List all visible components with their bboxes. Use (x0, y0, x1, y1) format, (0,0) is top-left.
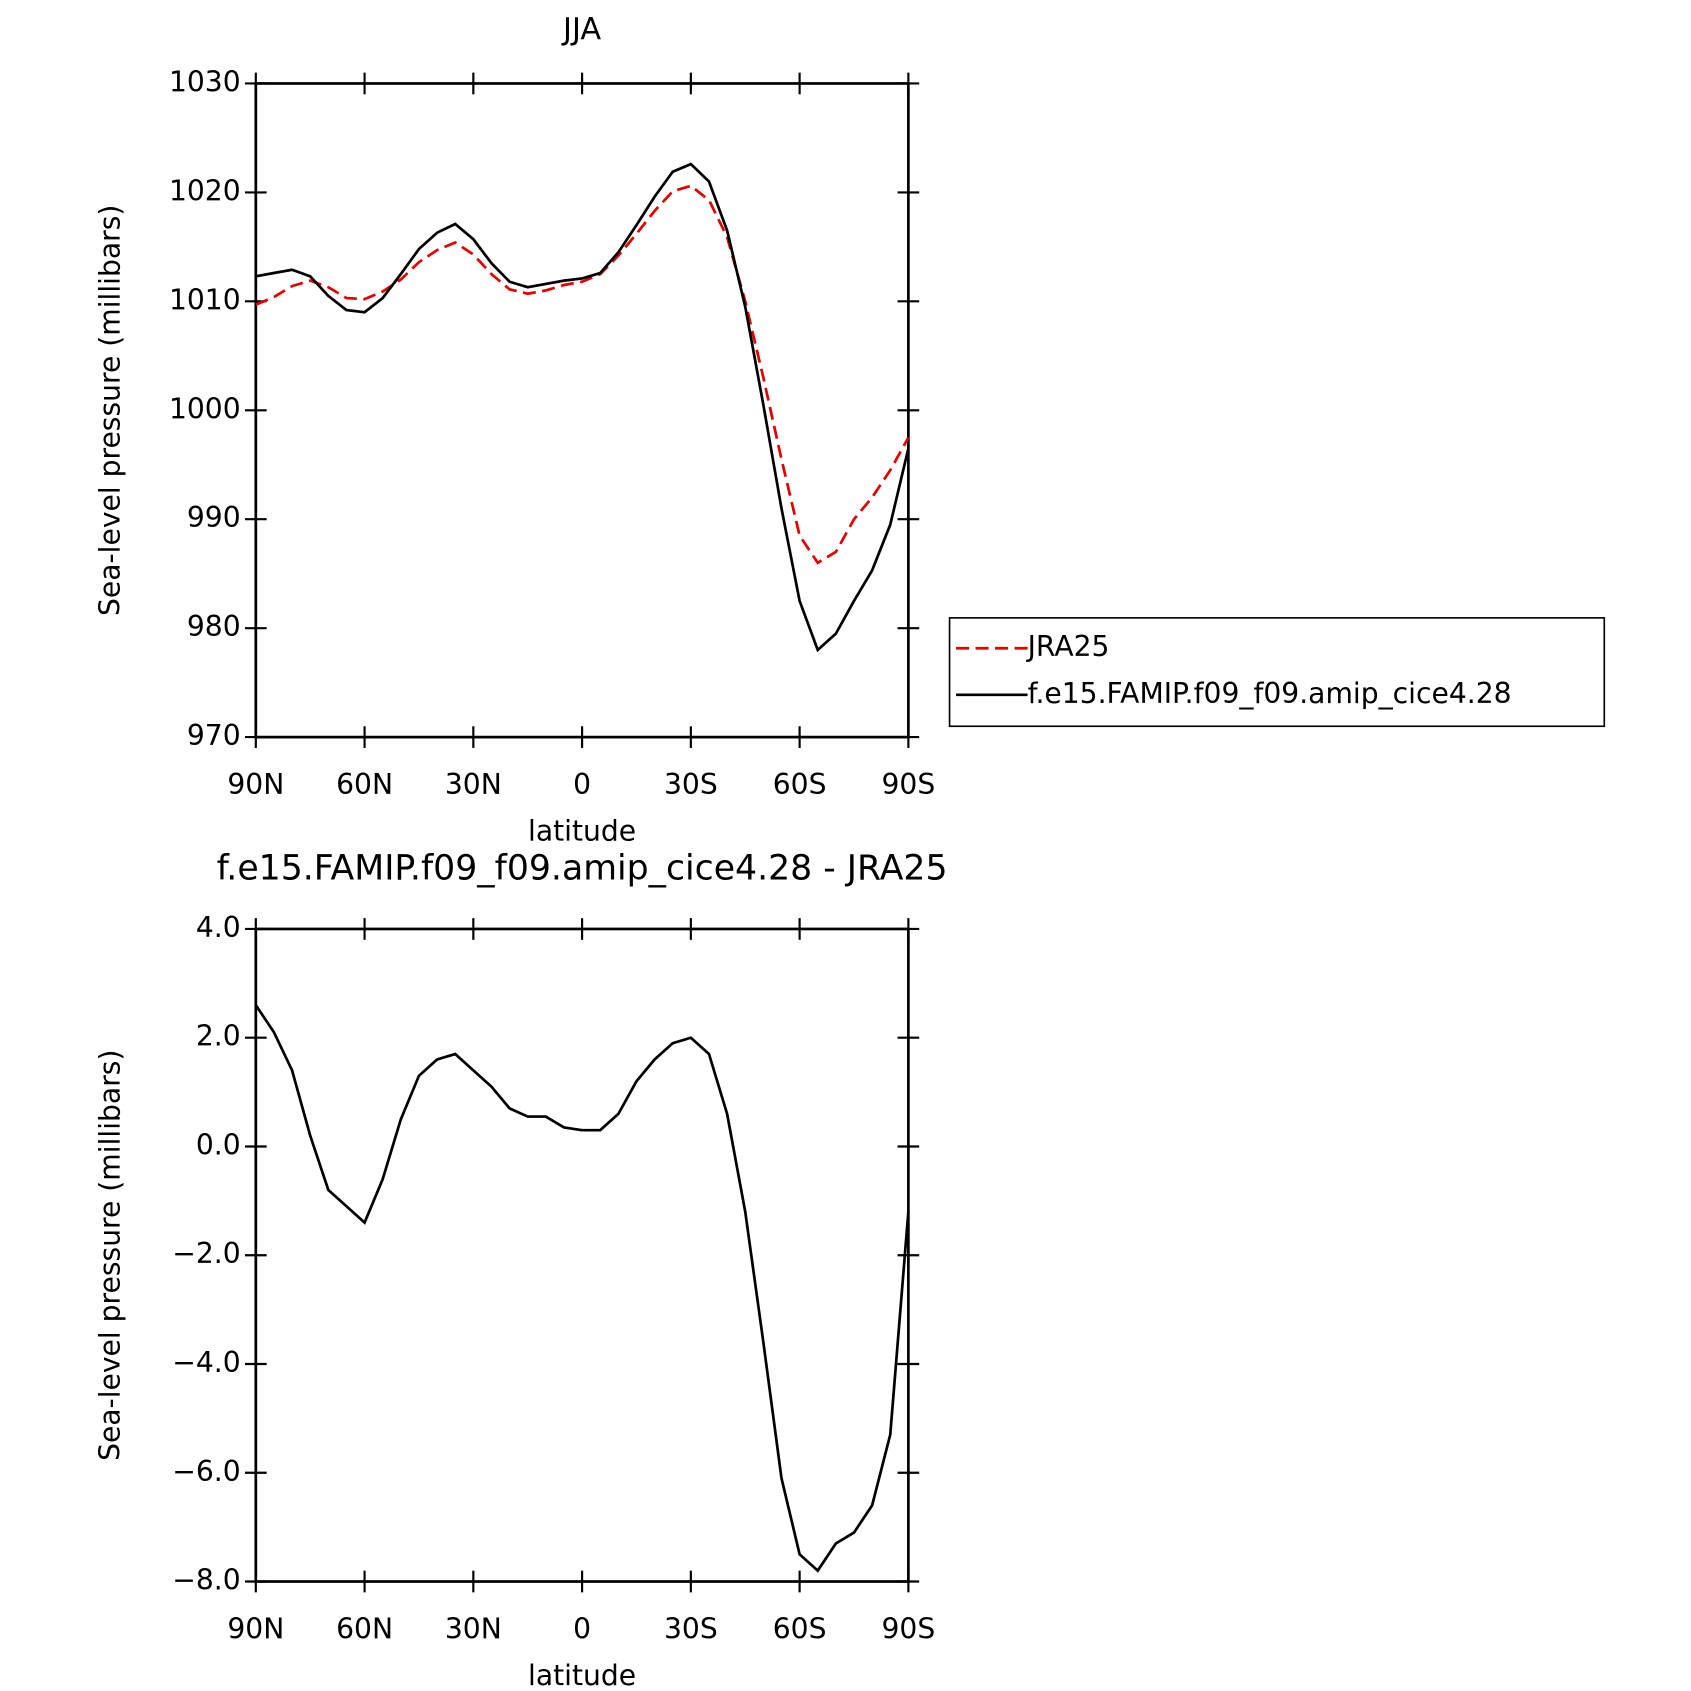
x-tick-label: 30S (664, 1612, 718, 1645)
chart-title: f.e15.FAMIP.f09_f09.amip_cice4.28 - JRA2… (217, 848, 948, 888)
x-tick-label: 30N (445, 768, 502, 801)
y-tick-label: 2.0 (196, 1020, 241, 1053)
y-tick-label: 1010 (169, 283, 241, 316)
x-tick-label: 90S (882, 1612, 936, 1645)
data-line (255, 184, 910, 565)
x-tick-label: 90S (882, 768, 936, 801)
y-tick-label: 1020 (169, 174, 241, 207)
y-tick-label: 4.0 (196, 911, 241, 944)
y-tick-label: −8.0 (172, 1564, 240, 1597)
y-axis-label: Sea-level pressure (millibars) (94, 205, 127, 616)
data-line (255, 162, 910, 653)
y-tick-label: 1000 (169, 392, 241, 425)
x-tick-label: 0 (573, 1612, 591, 1645)
legend-label: JRA25 (1026, 630, 1110, 663)
x-tick-label: 30S (664, 768, 718, 801)
x-tick-label: 0 (573, 768, 591, 801)
y-tick-label: 980 (187, 610, 241, 643)
legend-label: f.e15.FAMIP.f09_f09.amip_cice4.28 (1028, 677, 1512, 710)
plot-frame (254, 927, 910, 1583)
x-tick-label: 90N (227, 1612, 284, 1645)
x-tick-label: 60N (336, 1612, 393, 1645)
y-tick-label: 970 (187, 719, 241, 752)
y-tick-label: −4.0 (172, 1346, 240, 1379)
x-tick-label: 30N (445, 1612, 502, 1645)
legend-box (948, 617, 1606, 728)
x-axis-label: latitude (528, 1659, 636, 1691)
data-line (254, 1004, 910, 1573)
y-tick-label: −2.0 (172, 1237, 240, 1270)
x-axis-label: latitude (528, 814, 636, 847)
chart-title: JJA (561, 12, 601, 47)
y-tick-label: 0.0 (196, 1128, 241, 1161)
y-tick-label: 990 (187, 501, 241, 534)
y-tick-label: −6.0 (172, 1455, 240, 1488)
y-axis-label: Sea-level pressure (millibars) (94, 1050, 127, 1461)
x-tick-label: 90N (227, 768, 284, 801)
x-tick-label: 60N (336, 768, 393, 801)
plot-frame (254, 82, 910, 739)
y-tick-label: 1030 (169, 65, 241, 98)
x-tick-label: 60S (773, 768, 827, 801)
x-tick-label: 60S (773, 1612, 827, 1645)
